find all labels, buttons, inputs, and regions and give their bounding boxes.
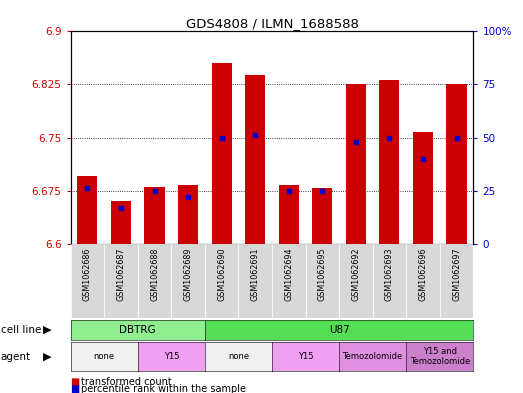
- Bar: [211, 63, 232, 244]
- Bar: [312, 189, 332, 244]
- Text: ▶: ▶: [43, 325, 51, 335]
- Bar: [205, 244, 238, 318]
- Text: GSM1062690: GSM1062690: [217, 248, 226, 301]
- Bar: [111, 201, 131, 244]
- Bar: [346, 84, 366, 244]
- Bar: [144, 187, 165, 244]
- Text: cell line: cell line: [1, 325, 41, 335]
- Bar: [406, 244, 440, 318]
- Bar: [440, 244, 473, 318]
- Bar: [372, 244, 406, 318]
- Text: GSM1062697: GSM1062697: [452, 248, 461, 301]
- Text: Temozolomide: Temozolomide: [343, 352, 403, 361]
- Text: U87: U87: [328, 325, 349, 335]
- Bar: [447, 84, 467, 244]
- Text: GSM1062695: GSM1062695: [318, 248, 327, 301]
- Text: Y15: Y15: [298, 352, 313, 361]
- Bar: [339, 244, 372, 318]
- Text: GSM1062696: GSM1062696: [418, 248, 427, 301]
- Text: ▶: ▶: [43, 352, 51, 362]
- Title: GDS4808 / ILMN_1688588: GDS4808 / ILMN_1688588: [186, 17, 358, 30]
- Bar: [245, 75, 265, 244]
- Bar: [71, 244, 104, 318]
- Bar: [413, 132, 433, 244]
- Text: GSM1062694: GSM1062694: [284, 248, 293, 301]
- Text: GSM1062687: GSM1062687: [117, 248, 126, 301]
- Text: Y15 and
Temozolomide: Y15 and Temozolomide: [410, 347, 470, 366]
- Text: ■: ■: [71, 384, 80, 393]
- Text: agent: agent: [1, 352, 31, 362]
- Bar: [178, 185, 198, 244]
- Bar: [171, 244, 205, 318]
- Text: GSM1062692: GSM1062692: [351, 248, 360, 301]
- Text: GSM1062693: GSM1062693: [385, 248, 394, 301]
- Bar: [138, 244, 172, 318]
- Text: GSM1062688: GSM1062688: [150, 248, 159, 301]
- Text: GSM1062689: GSM1062689: [184, 248, 192, 301]
- Text: percentile rank within the sample: percentile rank within the sample: [81, 384, 246, 393]
- Bar: [279, 185, 299, 244]
- Text: ■: ■: [71, 377, 80, 387]
- Text: none: none: [228, 352, 249, 361]
- Bar: [238, 244, 272, 318]
- Bar: [104, 244, 138, 318]
- Text: transformed count: transformed count: [81, 377, 172, 387]
- Text: GSM1062691: GSM1062691: [251, 248, 260, 301]
- Text: Y15: Y15: [164, 352, 179, 361]
- Bar: [379, 79, 400, 244]
- Text: none: none: [94, 352, 115, 361]
- Text: DBTRG: DBTRG: [119, 325, 156, 335]
- Bar: [305, 244, 339, 318]
- Text: GSM1062686: GSM1062686: [83, 248, 92, 301]
- Bar: [272, 244, 305, 318]
- Bar: [77, 176, 97, 244]
